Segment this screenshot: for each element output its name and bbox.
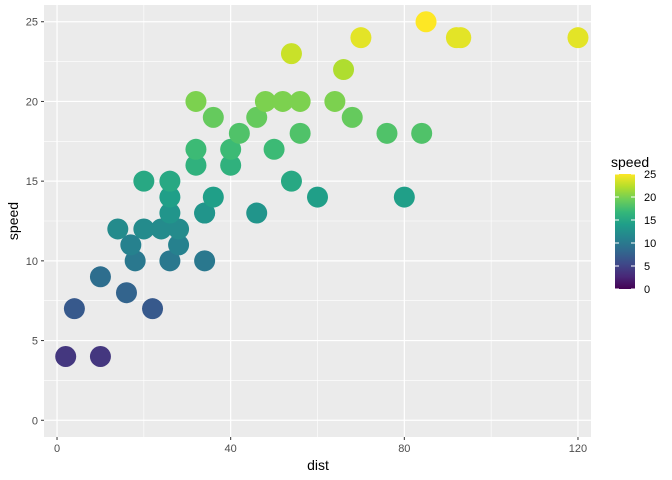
colorbar-tick-label: 15 — [644, 215, 656, 227]
colorbar-legend: speed 0 5 10 15 20 25 — [611, 154, 656, 296]
y-tick-label: 15 — [26, 176, 38, 188]
data-point — [202, 106, 224, 128]
data-point — [246, 106, 268, 128]
colorbar-tick-label: 5 — [644, 261, 650, 273]
data-point — [168, 218, 190, 240]
colorbar-tick-label: 25 — [644, 169, 656, 181]
data-point — [307, 186, 328, 208]
y-tick-label: 10 — [26, 256, 38, 268]
data-point — [194, 202, 216, 224]
x-axis-ticks: 0 40 80 120 — [54, 437, 587, 455]
data-point — [254, 90, 276, 112]
data-point — [376, 122, 398, 144]
colorbar — [615, 174, 635, 289]
data-point — [159, 250, 181, 272]
x-tick-label: 40 — [225, 443, 237, 455]
data-point — [393, 186, 415, 208]
data-point — [185, 154, 207, 176]
data-point — [159, 202, 181, 224]
data-point — [124, 250, 146, 272]
data-point — [142, 298, 164, 320]
data-point — [159, 186, 181, 208]
x-tick-label: 80 — [398, 443, 410, 455]
data-point — [133, 170, 155, 192]
data-point — [220, 154, 242, 176]
data-point — [159, 170, 181, 192]
colorbar-tick-label: 20 — [644, 192, 656, 204]
data-point — [89, 266, 111, 288]
data-point — [333, 59, 355, 81]
data-point — [55, 345, 77, 367]
data-point — [350, 27, 372, 49]
colorbar-tick-label: 0 — [644, 284, 650, 296]
data-point — [185, 138, 207, 160]
data-point — [415, 11, 437, 33]
y-tick-label: 0 — [32, 415, 38, 427]
colorbar-tick-label: 10 — [644, 238, 656, 250]
data-point — [289, 90, 311, 112]
data-point — [220, 138, 242, 160]
data-point — [89, 345, 111, 367]
data-point — [228, 122, 250, 144]
minor-gridlines — [44, 5, 591, 437]
y-tick-label: 25 — [26, 17, 38, 29]
data-points — [55, 11, 589, 367]
data-point — [150, 218, 172, 240]
y-axis-title: speed — [5, 202, 21, 240]
data-point — [289, 122, 311, 144]
data-point — [168, 234, 190, 256]
data-point — [280, 170, 302, 192]
data-point — [411, 122, 433, 144]
data-point — [194, 250, 216, 272]
data-point — [120, 234, 142, 256]
y-tick-label: 20 — [26, 96, 38, 108]
data-point — [185, 90, 207, 112]
data-point — [341, 106, 363, 128]
y-axis-ticks: 0 5 10 15 20 25 — [26, 17, 44, 427]
x-tick-label: 0 — [54, 443, 60, 455]
x-tick-label: 120 — [569, 443, 587, 455]
data-point — [246, 202, 268, 224]
data-point — [263, 138, 285, 160]
data-point — [63, 298, 85, 320]
data-point — [115, 282, 137, 304]
data-point — [107, 218, 129, 240]
data-point — [450, 27, 472, 49]
data-point — [324, 90, 346, 112]
legend-title: speed — [611, 154, 649, 170]
y-tick-label: 5 — [32, 336, 38, 348]
data-point — [567, 27, 589, 49]
data-point — [202, 186, 224, 208]
x-axis-title: dist — [307, 457, 329, 473]
data-point — [272, 90, 294, 112]
data-point — [133, 218, 155, 240]
data-point — [280, 43, 302, 65]
colorbar-ticks: 0 5 10 15 20 25 — [615, 169, 656, 296]
